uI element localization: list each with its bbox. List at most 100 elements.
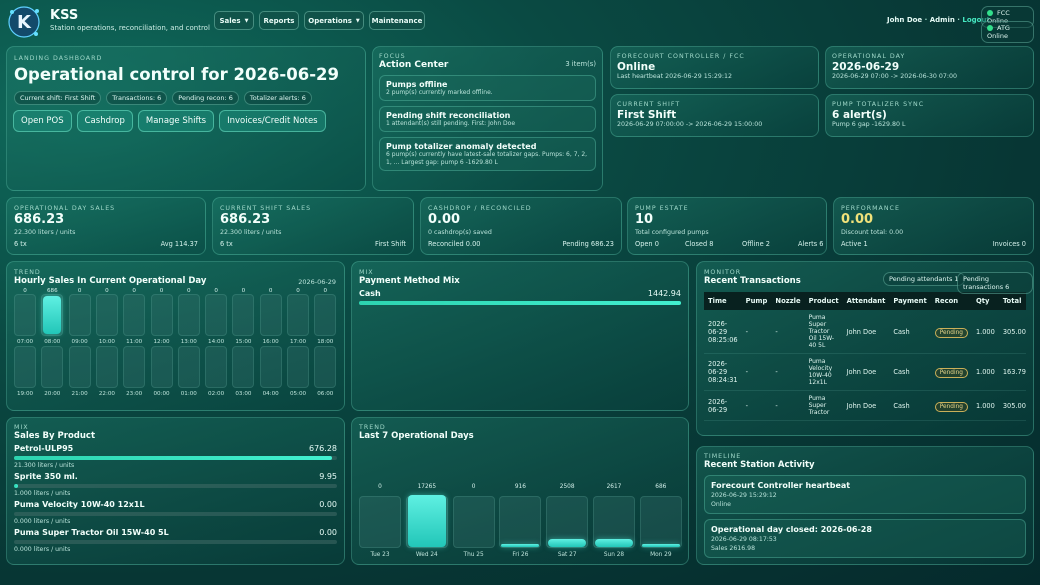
app-name: KSS <box>50 8 79 23</box>
hour-bar-slot <box>259 346 282 388</box>
hour-bar-slot <box>314 294 337 336</box>
hour-bar-slot <box>259 294 282 336</box>
action-item-pumps-offline[interactable]: Pumps offline 2 pump(s) currently marked … <box>379 75 596 101</box>
hour-label: 16:00 <box>262 339 279 345</box>
shift-card: CURRENT SHIFT First Shift 2026-06-29 07:… <box>610 94 819 137</box>
hour-bar-slot <box>14 294 36 336</box>
kpi-cashdrop: CASHDROP / RECONCILED 0.00 0 cashdrop(s)… <box>420 197 622 255</box>
hour-value-label: 0 <box>296 288 300 294</box>
nav-maintenance[interactable]: Maintenance <box>369 11 425 30</box>
table-row[interactable]: 2026-06-29 08:25:06- - Puma Super Tractor… <box>704 310 1026 354</box>
hour-bar-slot <box>177 294 200 336</box>
day-label: Thu 25 <box>463 552 484 558</box>
recon-status-badge: Pending <box>934 327 968 338</box>
chevron-down-icon: ▼ <box>244 17 249 24</box>
pill-pending-recon: Pending recon: 6 <box>172 91 239 105</box>
hour-label: 03:00 <box>235 391 252 397</box>
product-row: Puma Super Tractor Oil 15W-40 5L 0.00 0.0… <box>14 528 337 553</box>
fcc-card: FORECOURT CONTROLLER / FCC Online Last h… <box>610 46 819 89</box>
day-bar <box>548 539 587 547</box>
action-item-totalizer[interactable]: Pump totalizer anomaly detected 6 pump(s)… <box>379 137 596 171</box>
payment-mix-panel: MIX Payment Method Mix Cash 1442.94 <box>351 261 689 411</box>
hour-bar-slot <box>314 346 337 388</box>
hour-bar-slot <box>68 294 91 336</box>
user-name: John Doe <box>887 16 923 24</box>
timeline-panel: TIMELINE Recent Station Activity Forecou… <box>696 446 1034 565</box>
focus-label: FOCUS <box>379 53 406 60</box>
landing-label: LANDING DASHBOARD <box>14 55 103 62</box>
action-count: 3 item(s) <box>565 60 596 68</box>
day-label: Wed 24 <box>415 552 438 558</box>
hour-label: 01:00 <box>180 391 197 397</box>
kpi-shift-sales: CURRENT SHIFT SALES 686.23 22.300 liters… <box>212 197 414 255</box>
hour-bar-slot <box>123 346 146 388</box>
app-tagline: Station operations, reconciliation, and … <box>50 24 210 32</box>
day-bar <box>407 495 446 547</box>
recon-status-badge: Pending <box>934 401 968 412</box>
day-value-label: 686 <box>655 484 667 490</box>
nav-sales[interactable]: Sales ▼ <box>214 11 254 30</box>
status-dot-icon <box>987 25 993 31</box>
table-row[interactable]: 2026-06-29 08:24:31- - Puma Velocity 10W-… <box>704 353 1026 391</box>
day-value-label: 916 <box>514 484 526 490</box>
last-7-days-title: Last 7 Operational Days <box>359 431 474 441</box>
day-value-label: 0 <box>471 484 476 490</box>
hour-value-label: 0 <box>23 288 27 294</box>
pending-attendants-badge: Pending attendants 1 <box>883 272 965 286</box>
day-value-label: 2508 <box>559 484 575 490</box>
hour-bar-slot <box>150 294 173 336</box>
sales-by-product-panel: MIX Sales By Product Petrol-ULP95 676.28 … <box>6 417 345 565</box>
hour-bar-slot <box>287 346 309 388</box>
hour-value-label: 0 <box>268 288 273 294</box>
hour-label: 08:00 <box>44 339 61 345</box>
invoices-button[interactable]: Invoices/Credit Notes <box>219 110 326 132</box>
pending-transactions-badge: Pending transactions 6 <box>957 272 1033 294</box>
hour-value-label: 0 <box>214 288 218 294</box>
hour-label: 20:00 <box>44 391 61 397</box>
cashdrop-button[interactable]: Cashdrop <box>76 110 133 132</box>
transactions-table-wrap[interactable]: Time Pump Nozzle Product Attendant Payme… <box>704 292 1026 434</box>
manage-shifts-button[interactable]: Manage Shifts <box>137 110 215 132</box>
open-pos-button[interactable]: Open POS <box>13 110 72 132</box>
timeline-item[interactable]: Forecourt Controller heartbeat 2026-06-2… <box>704 475 1026 514</box>
hour-label: 07:00 <box>16 339 34 345</box>
day-bar-slot <box>359 496 401 548</box>
last-7-days-panel: TREND Last 7 Operational Days 0 Tue 23 172… <box>351 417 689 565</box>
svg-text:K: K <box>17 12 32 33</box>
product-row: Petrol-ULP95 676.28 21.300 liters / units <box>14 444 337 469</box>
sales-by-product-title: Sales By Product <box>14 431 96 441</box>
recon-status-badge: Pending <box>934 368 968 378</box>
hour-bar-slot <box>232 346 255 388</box>
action-item-pending-recon[interactable]: Pending shift reconciliation 1 attendant(… <box>379 106 596 132</box>
pill-current-shift: Current shift: First Shift <box>14 91 102 105</box>
hour-label: 05:00 <box>289 391 307 397</box>
day-bar <box>641 544 680 547</box>
hour-label: 17:00 <box>289 339 307 345</box>
hourly-sales-panel: TREND Hourly Sales In Current Operationa… <box>6 261 345 411</box>
hour-label: 12:00 <box>153 339 170 345</box>
transactions-table: Time Pump Nozzle Product Attendant Payme… <box>704 292 1026 421</box>
hour-bar-slot <box>177 346 200 388</box>
kpi-pump-estate: PUMP ESTATE 10 Total configured pumps Op… <box>627 197 827 255</box>
hour-label: 18:00 <box>317 339 334 345</box>
atg-status-badge: ATG Online <box>981 21 1034 43</box>
hour-label: 13:00 <box>180 339 197 345</box>
hour-label: 23:00 <box>126 391 143 397</box>
hour-bar-slot <box>95 346 118 388</box>
payment-mix-title: Payment Method Mix <box>359 276 460 286</box>
table-row[interactable]: 2026-06-29- - Puma Super Tractor John Doe C… <box>704 390 1026 421</box>
day-label: Mon 29 <box>650 552 672 558</box>
hour-label: 11:00 <box>126 339 143 345</box>
timeline-item[interactable]: Operational day closed: 2026-06-28 2026-… <box>704 519 1026 558</box>
app-logo[interactable]: K <box>6 4 44 40</box>
recent-transactions-panel: MONITOR Recent Transactions Pending atte… <box>696 261 1034 436</box>
day-label: Sun 28 <box>603 552 625 558</box>
hour-value-label: 0 <box>105 288 109 294</box>
hour-value-label: 0 <box>187 288 191 294</box>
kpi-performance: PERFORMANCE 0.00 Discount total: 0.00 Ac… <box>833 197 1034 255</box>
nav-operations[interactable]: Operations ▼ <box>304 11 364 30</box>
recent-transactions-title: Recent Transactions <box>704 276 801 286</box>
nav-reports[interactable]: Reports <box>259 11 299 30</box>
hour-label: 02:00 <box>208 391 225 397</box>
logout-link[interactable]: Logout <box>962 16 990 24</box>
